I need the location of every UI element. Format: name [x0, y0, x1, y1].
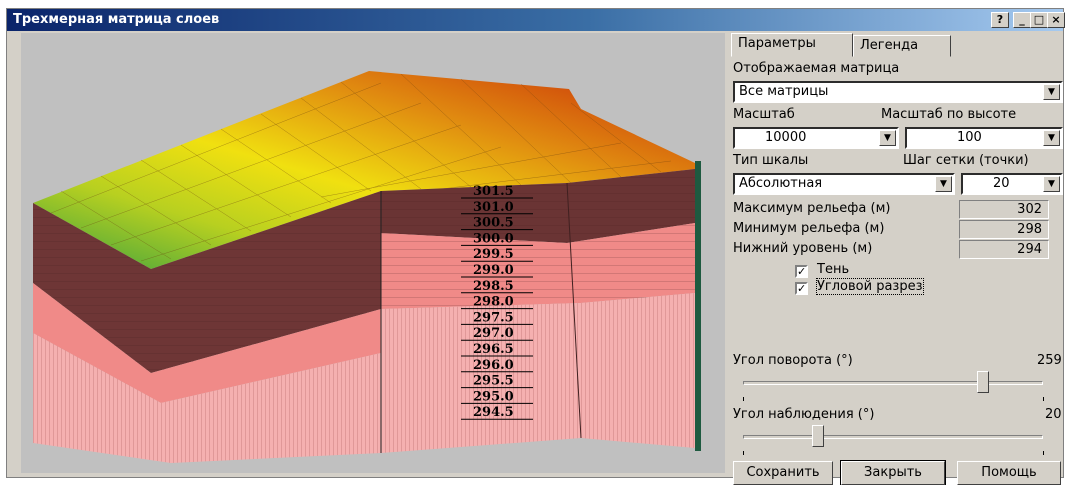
tab-legend[interactable]: Легенда: [853, 35, 951, 57]
scale-label: 301.5: [473, 184, 514, 199]
grid-step-select[interactable]: 20 ▼: [961, 173, 1063, 195]
slider-tick: [1043, 451, 1044, 455]
slider-tick: [1043, 397, 1044, 401]
chevron-down-icon[interactable]: ▼: [1043, 84, 1060, 100]
minimize-button[interactable]: _: [1013, 12, 1031, 28]
scale-select-value: 10000: [765, 130, 807, 145]
scale-label: 300.0: [473, 231, 514, 246]
maximize-button[interactable]: □: [1030, 12, 1048, 28]
bottom-level-value: 294: [959, 240, 1049, 259]
scale-label: 295.0: [473, 389, 514, 404]
rotation-label: Угол поворота (°): [733, 353, 853, 368]
scale-select[interactable]: 10000 ▼: [733, 127, 899, 149]
scale-type-label: Тип шкалы: [733, 153, 809, 168]
shadow-checkbox[interactable]: ✓: [795, 265, 808, 278]
height-scale-select[interactable]: 100 ▼: [905, 127, 1063, 149]
scale-label: 301.0: [473, 200, 514, 215]
relief-min-value: 298: [959, 220, 1049, 239]
front-face-pink-layer: [33, 283, 381, 403]
close-button[interactable]: Закрыть: [840, 460, 946, 485]
grid-step-select-value: 20: [993, 176, 1010, 191]
chevron-down-icon[interactable]: ▼: [879, 130, 896, 146]
help-title-button[interactable]: ?: [991, 12, 1009, 28]
shadow-label[interactable]: Тень: [817, 262, 850, 277]
relief-min-label: Минимум рельефа (м): [733, 221, 885, 236]
slider-tick: [743, 397, 744, 401]
relief-max-value: 302: [959, 200, 1049, 219]
scale-label: 298.0: [473, 295, 514, 310]
height-scale-label: Масштаб по высоте: [881, 107, 1017, 122]
relief-max-label: Максимум рельефа (м): [733, 201, 891, 216]
scale-label: 299.0: [473, 263, 514, 278]
scale-label: 298.5: [473, 279, 514, 294]
height-scale: 301.5301.0300.5300.0299.5299.0298.5298.0…: [461, 184, 533, 420]
view-angle-value: 20: [1045, 407, 1062, 422]
corner-cut-label[interactable]: Угловой разрез: [816, 278, 924, 295]
scale-label: 294.5: [473, 405, 514, 420]
3d-view-canvas[interactable]: 301.5 301.0 300.5 300.0 299.5 299.0 298.5 298.0…: [21, 33, 725, 473]
rotation-value: 259: [1037, 353, 1062, 368]
settings-panel: Параметры Легенда Отображаемая матрица В…: [731, 33, 1065, 485]
chevron-down-icon[interactable]: ▼: [935, 176, 952, 192]
view-angle-label: Угол наблюдения (°): [733, 407, 875, 422]
corner-cut-checkbox[interactable]: ✓: [795, 282, 808, 295]
scale-label: Масштаб: [733, 107, 795, 122]
grid-step-label: Шаг сетки (точки): [903, 153, 1029, 168]
scale-type-select[interactable]: Абсолютная ▼: [733, 173, 955, 195]
view-angle-slider-track[interactable]: [743, 435, 1043, 439]
3d-layer-model: 301.5301.0300.5300.0299.5299.0298.5298.0…: [33, 71, 701, 463]
scale-label: 297.5: [473, 310, 514, 325]
close-title-button[interactable]: ×: [1047, 12, 1065, 28]
height-scale-select-value: 100: [957, 130, 982, 145]
matrix-select-value: Все матрицы: [739, 84, 829, 99]
view-angle-slider-thumb[interactable]: [812, 425, 824, 447]
surface-grid: [50, 73, 672, 262]
tab-parameters[interactable]: Параметры: [731, 33, 853, 57]
chevron-down-icon[interactable]: ▼: [1043, 176, 1060, 192]
edge-strip: [695, 161, 701, 451]
scale-label: 296.0: [473, 358, 514, 373]
slider-tick: [743, 451, 744, 455]
scale-label: 299.5: [473, 247, 514, 262]
rotation-slider-thumb[interactable]: [977, 371, 989, 393]
rotation-slider-track[interactable]: [743, 381, 1043, 385]
matrix-label: Отображаемая матрица: [733, 61, 900, 76]
save-button[interactable]: Сохранить: [733, 461, 833, 485]
title-bar[interactable]: Трехмерная матрица слоев ? _ □ ×: [7, 9, 1065, 31]
relief-surface: [33, 71, 695, 269]
scale-type-select-value: Абсолютная: [739, 176, 823, 191]
matrix-select[interactable]: Все матрицы ▼: [733, 81, 1063, 103]
scale-label: 295.5: [473, 374, 514, 389]
chevron-down-icon[interactable]: ▼: [1043, 130, 1060, 146]
scale-label: 296.5: [473, 342, 514, 357]
scale-label: 297.0: [473, 326, 514, 341]
bottom-level-label: Нижний уровень (м): [733, 241, 873, 256]
dialog-window: Трехмерная матрица слоев ? _ □ ×: [6, 8, 1065, 485]
scale-label: 300.5: [473, 216, 514, 231]
help-button[interactable]: Помощь: [957, 461, 1061, 485]
window-title: Трехмерная матрица слоев: [13, 12, 220, 27]
